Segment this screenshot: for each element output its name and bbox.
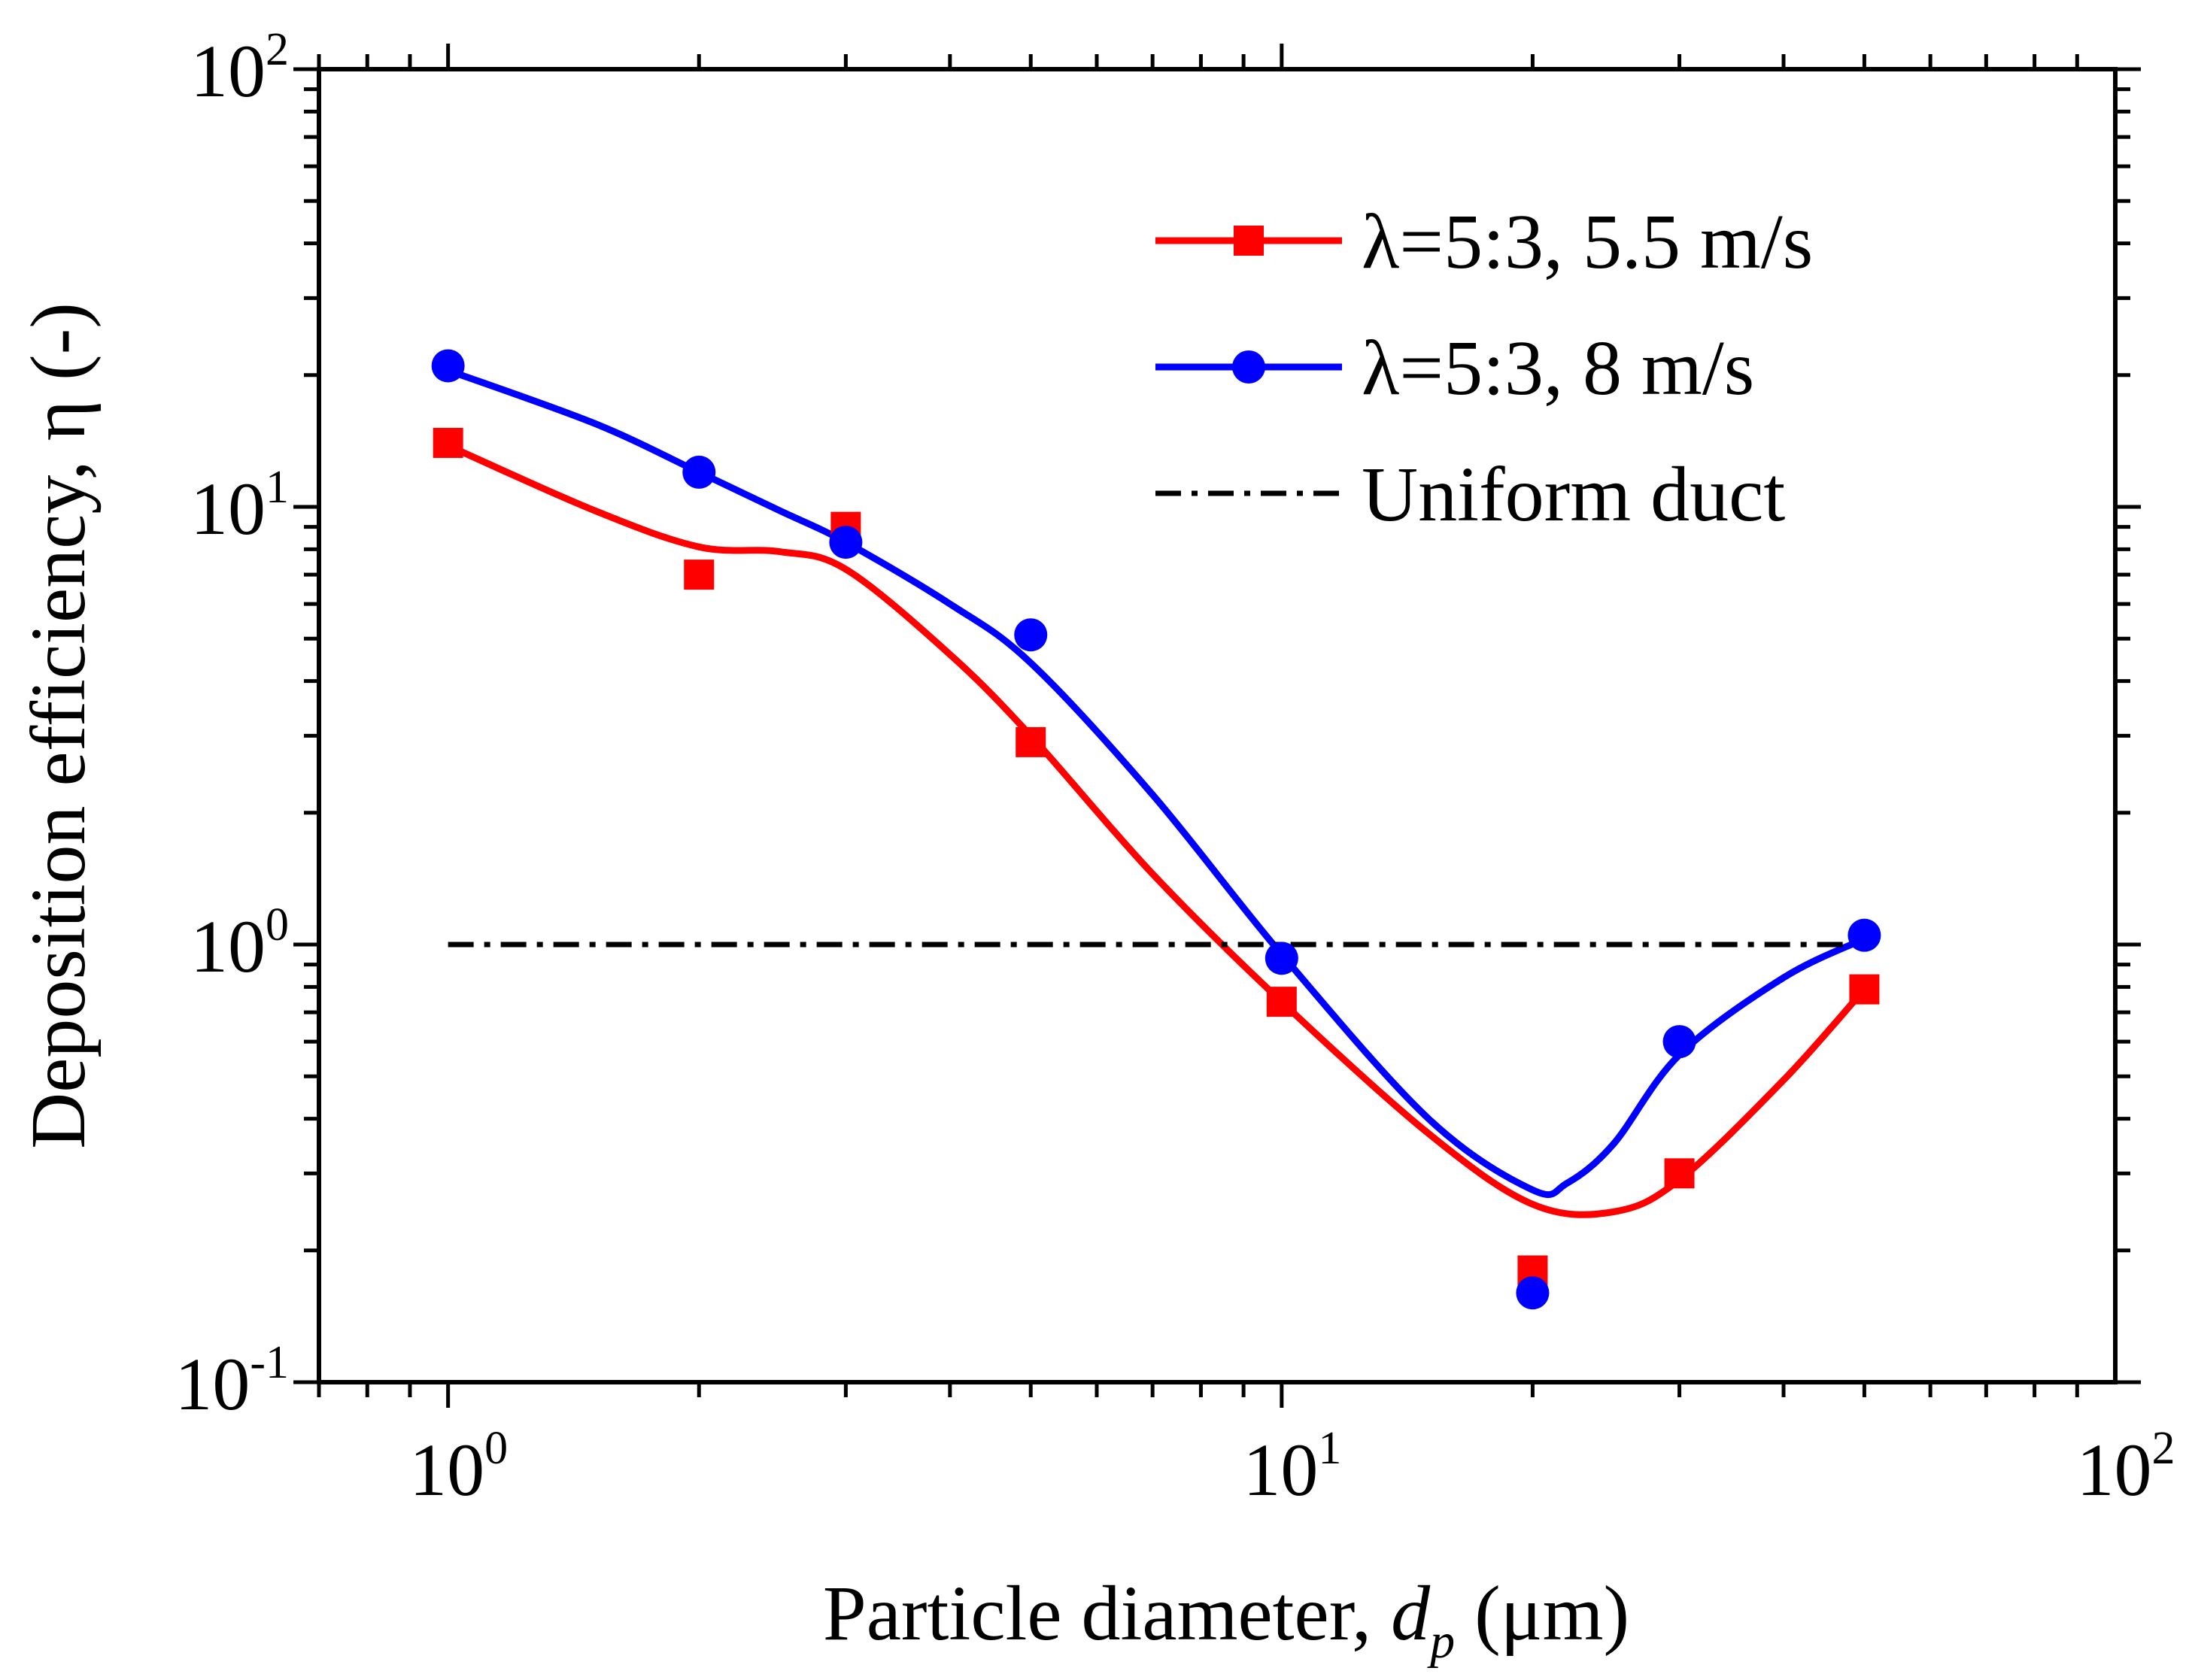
series-1-curve: [445, 442, 1868, 1218]
y-tick-label: 10-1: [175, 1337, 289, 1426]
series-2-curve: [445, 367, 1868, 1199]
series-2-circle-marker: [1516, 1276, 1550, 1310]
series-1-square-marker: [1266, 987, 1297, 1017]
y-tick-label: 101: [190, 462, 289, 550]
x-axis-title: Particle diameter, dp (μm): [823, 1570, 1629, 1669]
y-axis-title: Deposition efficiency, η (-): [15, 302, 102, 1149]
fitted-curves: [445, 367, 1868, 1218]
y-tick-label: 102: [190, 24, 289, 113]
x-tick-label: 100: [409, 1423, 508, 1512]
series-2-circle-marker: [1265, 942, 1298, 975]
y-tick-label: 100: [190, 899, 289, 988]
data-markers: [431, 349, 1881, 1310]
x-tick-label: 101: [1243, 1423, 1341, 1512]
legend-series-1-marker: [1234, 226, 1264, 256]
series-1-square-marker: [1664, 1158, 1695, 1189]
series-2-circle-marker: [829, 526, 863, 559]
series-1-square-marker: [433, 427, 463, 458]
series-2-circle-marker: [431, 349, 465, 383]
plot-frame: [317, 67, 2118, 1384]
x-tick-label: 102: [2077, 1423, 2175, 1512]
legend-series-2-marker: [1232, 350, 1265, 384]
series-2-circle-marker: [682, 455, 716, 489]
series-2-circle-marker: [1847, 918, 1881, 952]
series-2-circle-marker: [1014, 618, 1048, 652]
legend: λ=5:3, 5.5 m/s λ=5:3, 8 m/s Uniform duct: [1155, 199, 1813, 538]
legend-label-2: λ=5:3, 8 m/s: [1362, 325, 1754, 411]
legend-label-1: λ=5:3, 5.5 m/s: [1362, 199, 1813, 285]
series-2-circle-marker: [1662, 1025, 1696, 1059]
series-1-square-marker: [1849, 974, 1880, 1005]
legend-label-3: Uniform duct: [1362, 451, 1785, 538]
series-1-square-marker: [1016, 726, 1046, 757]
axes: 100 101 102 10-1 100 101 102 Particle diameter,…: [15, 24, 2175, 1669]
series-1-square-marker: [684, 559, 715, 590]
